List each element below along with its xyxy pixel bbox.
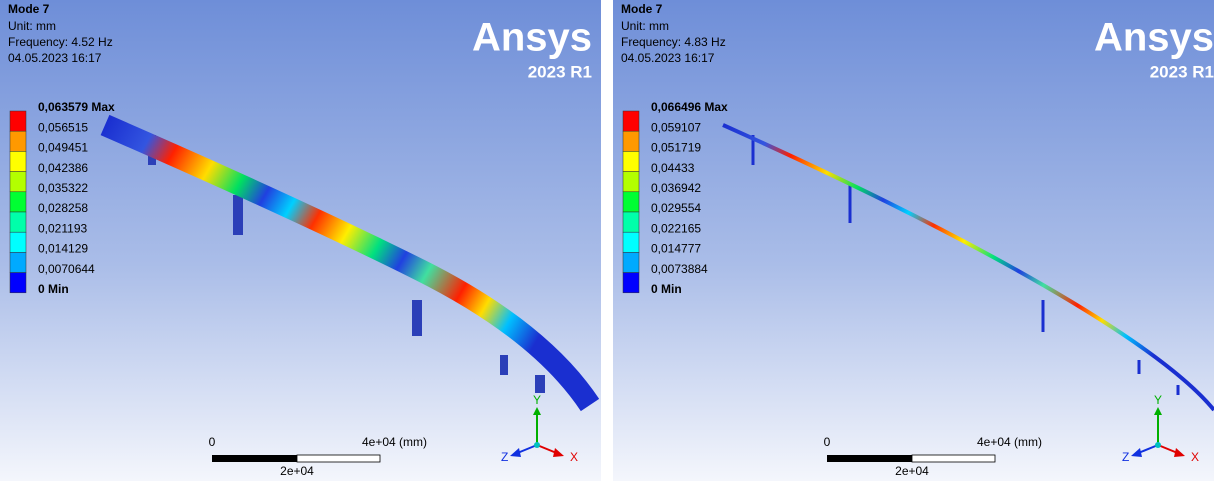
unit: Unit: mm: [8, 19, 56, 33]
scale-mid: 2e+04: [280, 464, 314, 478]
legend-swatch: [623, 172, 639, 192]
screenshot: Mode 7 Unit: mm Frequency: 4.52 Hz 04.05.20…: [0, 0, 1214, 481]
scale-mid: 2e+04: [895, 464, 929, 478]
legend-label: 0,021193: [38, 221, 87, 235]
support: [535, 375, 545, 393]
scale-white: [297, 455, 380, 462]
scale-black: [212, 455, 297, 462]
legend-swatch: [623, 151, 639, 171]
axis-x-label: X: [570, 450, 578, 464]
legend-label: 0,022165: [651, 221, 701, 235]
legend-label: 0,036942: [651, 181, 701, 195]
axis-z-label: Z: [1122, 450, 1129, 464]
legend-swatch: [623, 252, 639, 272]
legend-label: 0,0073884: [651, 262, 708, 276]
support: [233, 195, 243, 235]
frequency: Frequency: 4.52 Hz: [8, 35, 113, 49]
scale-end: 4e+04 (mm): [977, 435, 1042, 449]
page: {"panels": [ {"mode": "Mode 7", "unit": …: [0, 0, 1214, 481]
legend-swatch: [10, 151, 26, 171]
axis-origin: [534, 442, 540, 448]
legend-label: 0,014777: [651, 242, 701, 256]
legend-swatch: [10, 212, 26, 232]
mode-title: Mode 7: [621, 2, 663, 16]
unit: Unit: mm: [621, 19, 669, 33]
legend-swatch: [10, 111, 26, 131]
legend-label: 0,066496 Max: [651, 100, 728, 114]
support: [1042, 300, 1045, 332]
version: 2023 R1: [528, 62, 592, 81]
background: [613, 0, 1214, 481]
legend-swatch: [10, 273, 26, 293]
axis-y-label: Y: [1154, 393, 1162, 407]
legend-label: 0 Min: [38, 282, 69, 296]
legend-label: 0,059107: [651, 120, 701, 134]
scale-black: [827, 455, 912, 462]
viewport: Mode 7 Unit: mm Frequency: 4.52 Hz 04.05.20…: [0, 0, 601, 481]
support: [500, 355, 508, 375]
scale-white: [912, 455, 995, 462]
scale-start: 0: [209, 435, 216, 449]
scale-start: 0: [824, 435, 831, 449]
legend-swatch: [10, 131, 26, 151]
support: [412, 300, 422, 336]
legend-label: 0,049451: [38, 141, 88, 155]
axis-y-label: Y: [533, 393, 541, 407]
support: [1138, 360, 1141, 374]
legend-label: 0,056515: [38, 120, 88, 134]
legend-label: 0,029554: [651, 201, 701, 215]
date: 04.05.2023 16:17: [8, 51, 102, 65]
axis-x-label: X: [1191, 450, 1199, 464]
support: [1177, 385, 1180, 395]
logo: Ansys: [1094, 16, 1214, 60]
version: 2023 R1: [1150, 62, 1214, 81]
legend-swatch: [623, 111, 639, 131]
legend-swatch: [10, 192, 26, 212]
legend-label: 0,0070644: [38, 262, 95, 276]
legend-label: 0,051719: [651, 141, 701, 155]
legend-swatch: [10, 172, 26, 192]
frequency: Frequency: 4.83 Hz: [621, 35, 726, 49]
mode-title: Mode 7: [8, 2, 50, 16]
legend-swatch: [623, 212, 639, 232]
background: [0, 0, 601, 481]
support: [849, 185, 852, 223]
axis-origin: [1155, 442, 1161, 448]
legend-swatch: [623, 192, 639, 212]
legend-swatch: [623, 232, 639, 252]
legend-swatch: [623, 131, 639, 151]
legend-label: 0 Min: [651, 282, 682, 296]
legend-label: 0,042386: [38, 161, 88, 175]
scale-end: 4e+04 (mm): [362, 435, 427, 449]
date: 04.05.2023 16:17: [621, 51, 715, 65]
legend-swatch: [623, 273, 639, 293]
legend-label: 0,014129: [38, 242, 88, 256]
viewport: Mode 7 Unit: mm Frequency: 4.83 Hz 04.05.20…: [613, 0, 1214, 481]
legend-label: 0,028258: [38, 201, 88, 215]
legend-label: 0,063579 Max: [38, 100, 115, 114]
legend-swatch: [10, 232, 26, 252]
legend-label: 0,035322: [38, 181, 88, 195]
legend-label: 0,04433: [651, 161, 695, 175]
axis-z-label: Z: [501, 450, 508, 464]
legend-swatch: [10, 252, 26, 272]
logo: Ansys: [472, 16, 592, 60]
